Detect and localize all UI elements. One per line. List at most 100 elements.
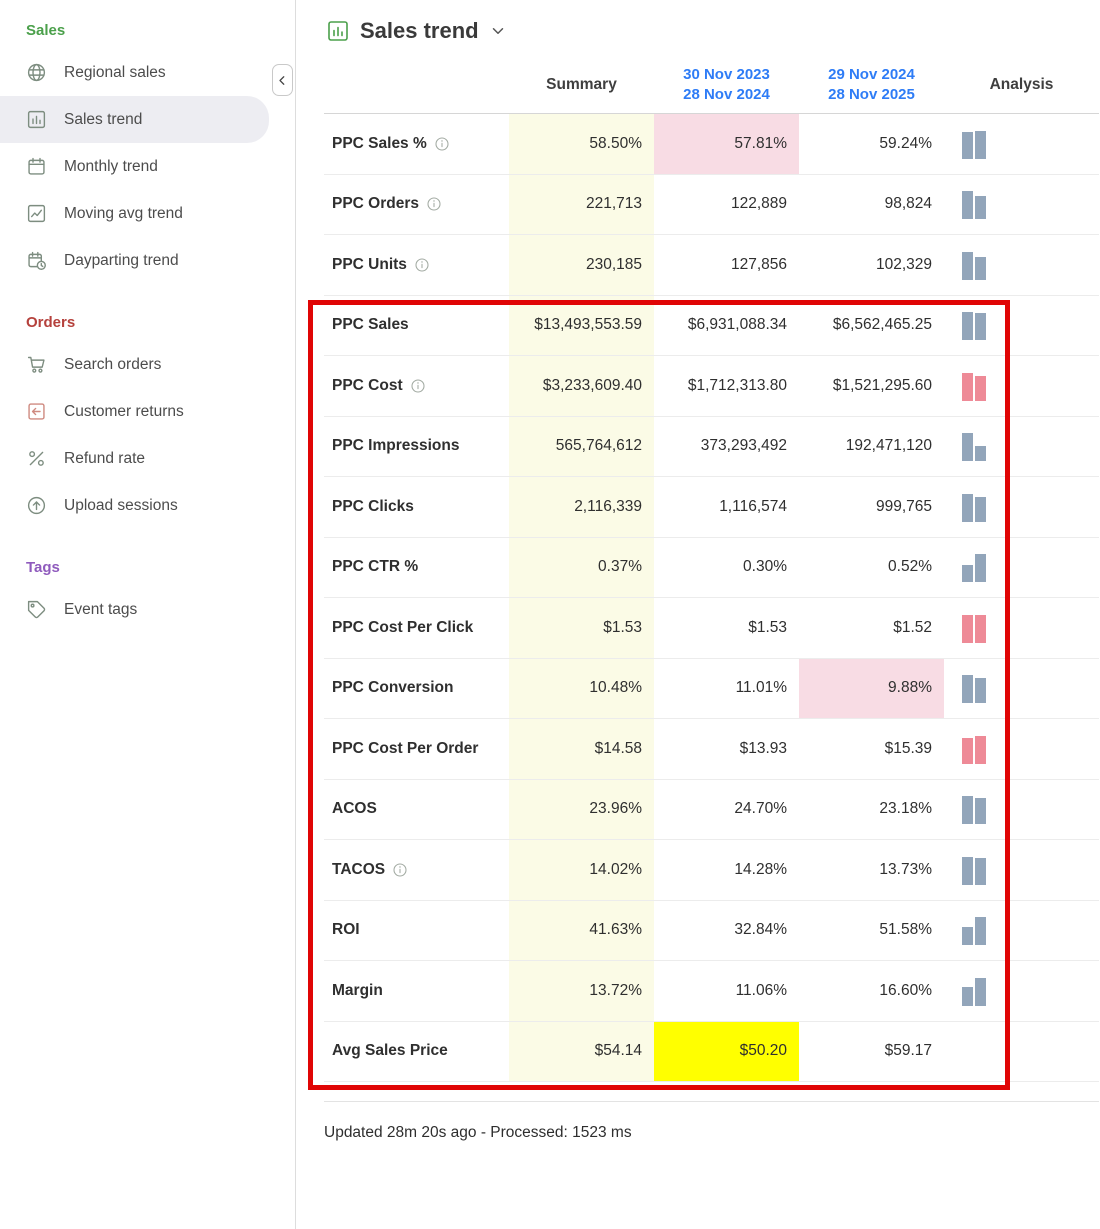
table-row: Avg Sales Price $54.14 $50.20 $59.17 (324, 1021, 1099, 1082)
metric-label: ACOS (324, 780, 509, 840)
analysis-bar (975, 496, 986, 522)
analysis-bars-icon[interactable] (962, 431, 986, 462)
table-row: ROI 41.63% 32.84% 51.58% (324, 900, 1099, 961)
analysis-bars-icon[interactable] (962, 613, 986, 643)
info-icon[interactable] (426, 196, 442, 212)
sidebar-item-event-tags[interactable]: Event tags (0, 586, 295, 633)
period1-value: $50.20 (654, 1021, 799, 1081)
analysis-bar (975, 130, 986, 159)
analysis-bar (975, 977, 986, 1006)
summary-value: 0.37% (509, 537, 654, 597)
info-icon[interactable] (414, 257, 430, 273)
analysis-bar (962, 372, 973, 401)
metric-label-text: PPC Clicks (332, 497, 414, 515)
analysis-cell (944, 417, 1099, 477)
sidebar-section: Sales Regional sales Sales trend Monthly tr… (0, 16, 295, 284)
period2-value: 0.52% (888, 558, 932, 576)
period2-end-date: 28 Nov 2025 (828, 85, 915, 103)
column-summary: Summary (546, 75, 617, 93)
table-row: PPC Cost Per Click $1.53 $1.53 $1.52 (324, 598, 1099, 659)
analysis-cell (944, 1022, 1099, 1082)
summary-value: 221,713 (509, 174, 654, 234)
analysis-cell (944, 901, 1099, 961)
summary-value: 23.96% (509, 779, 654, 839)
sidebar-item-dayparting-trend[interactable]: Dayparting trend (0, 237, 295, 284)
analysis-cell (944, 780, 1099, 840)
period2-value: $15.39 (884, 739, 932, 757)
analysis-bars-icon[interactable] (962, 129, 986, 159)
period1-value: 1,116,574 (719, 497, 787, 515)
sidebar-item-search-orders[interactable]: Search orders (0, 341, 295, 388)
table-row: PPC Sales % 58.50% 57.81% 59.24% (324, 114, 1099, 175)
analysis-bar (975, 446, 986, 462)
info-icon[interactable] (392, 862, 408, 878)
analysis-bar (975, 735, 986, 764)
summary-value: 58.50% (509, 114, 654, 174)
section-title: Tags (26, 559, 60, 576)
line-chart-icon (26, 203, 47, 224)
analysis-cell (944, 296, 1099, 356)
analysis-bars-icon[interactable] (962, 734, 986, 764)
analysis-bars-icon[interactable] (962, 371, 986, 401)
analysis-bars-icon[interactable] (962, 915, 986, 946)
return-icon (26, 401, 47, 422)
analysis-bars-icon[interactable] (962, 250, 986, 280)
sales-trend-table: Summary 30 Nov 2023 28 Nov 2024 29 Nov 2… (308, 56, 1099, 1090)
sales-trend-icon (326, 19, 350, 43)
info-icon[interactable] (434, 136, 450, 152)
sidebar-item-refund-rate[interactable]: Refund rate (0, 435, 295, 482)
analysis-bars-icon[interactable] (962, 976, 986, 1006)
period1-value: $13.93 (739, 739, 787, 757)
metric-label-text: PPC Conversion (332, 679, 454, 697)
sidebar-item-label: Refund rate (64, 449, 145, 467)
metric-label: PPC Units (324, 235, 509, 295)
sidebar-item-monthly-trend[interactable]: Monthly trend (0, 143, 295, 190)
analysis-cell (944, 840, 1099, 900)
analysis-bars-icon[interactable] (962, 310, 986, 341)
sidebar-item-label: Regional sales (64, 63, 166, 81)
column-period2[interactable]: 29 Nov 2024 28 Nov 2025 (799, 65, 944, 104)
analysis-cell (944, 356, 1099, 416)
metric-label-text: ACOS (332, 800, 377, 818)
metric-label: PPC Conversion (324, 659, 509, 719)
sidebar-item-moving-avg-trend[interactable]: Moving avg trend (0, 190, 295, 237)
period1-value: 122,889 (730, 195, 787, 213)
analysis-bar (975, 917, 986, 946)
metric-label-text: PPC CTR % (332, 558, 419, 576)
sidebar-item-label: Event tags (64, 600, 138, 618)
period1-end-date: 28 Nov 2024 (683, 85, 770, 103)
sidebar-item-upload-sessions[interactable]: Upload sessions (0, 482, 295, 529)
summary-value: 14.02% (509, 840, 654, 900)
analysis-bars-icon[interactable] (962, 855, 986, 885)
tag-icon (26, 599, 47, 620)
analysis-cell (944, 659, 1099, 719)
table-row: PPC Impressions 565,764,612 373,293,492 192… (324, 416, 1099, 477)
analysis-bar (962, 856, 973, 885)
analysis-bars-icon[interactable] (962, 794, 986, 825)
metric-label-text: PPC Units (332, 255, 407, 273)
analysis-cell (944, 598, 1099, 658)
analysis-cell (944, 961, 1099, 1021)
summary-value: $54.14 (509, 1021, 654, 1081)
sidebar-item-regional-sales[interactable]: Regional sales (0, 49, 295, 96)
analysis-bars-icon[interactable] (962, 189, 986, 220)
analysis-bars-icon[interactable] (962, 492, 986, 522)
metric-label: ROI (324, 901, 509, 961)
metric-label: PPC Impressions (324, 417, 509, 477)
sidebar-item-sales-trend[interactable]: Sales trend (0, 96, 269, 143)
table-row: Margin 13.72% 11.06% 16.60% (324, 961, 1099, 1022)
analysis-bars-icon[interactable] (962, 673, 986, 704)
summary-value: 41.63% (509, 900, 654, 960)
table-row: PPC Cost Per Order $14.58 $13.93 $15.39 (324, 719, 1099, 780)
info-icon[interactable] (410, 378, 426, 394)
sidebar-item-customer-returns[interactable]: Customer returns (0, 388, 295, 435)
metric-label: TACOS (324, 840, 509, 900)
sidebar-section: Orders Search orders Customer returns Refun… (0, 308, 295, 529)
period1-start-date: 30 Nov 2023 (683, 66, 770, 83)
chevron-down-icon[interactable] (489, 22, 507, 40)
analysis-bars-icon[interactable] (962, 552, 986, 583)
column-period1[interactable]: 30 Nov 2023 28 Nov 2024 (654, 65, 799, 104)
analysis-cell (944, 114, 1099, 174)
sidebar-collapse-button[interactable] (272, 64, 293, 96)
